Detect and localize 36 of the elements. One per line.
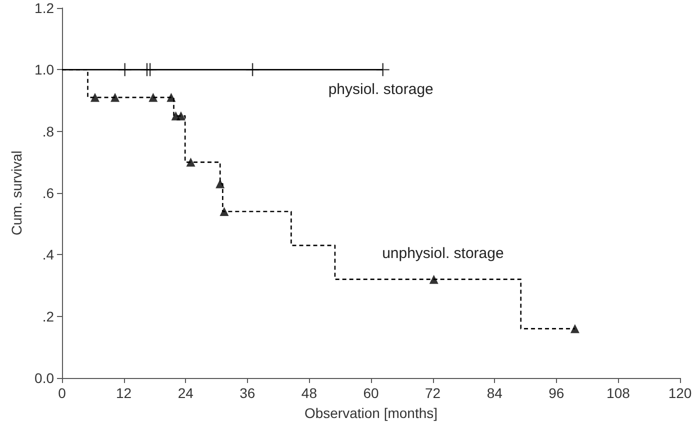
x-tick-label: 48 [301, 385, 318, 401]
x-tick-label: 72 [425, 385, 441, 401]
x-tick-label: 24 [178, 385, 194, 401]
point [186, 158, 196, 167]
point [376, 62, 390, 77]
point [216, 179, 225, 188]
x-tick-label: 96 [548, 385, 564, 401]
y-tick-label: 1.0 [34, 62, 54, 78]
point [166, 92, 176, 102]
point [110, 92, 120, 102]
point [570, 324, 580, 334]
y-axis-title: Cum. survival [8, 150, 25, 236]
y-tick-label: 1.2 [34, 0, 54, 16]
point [142, 62, 158, 77]
point [118, 62, 132, 77]
x-tick-label: 120 [668, 385, 692, 401]
point [90, 92, 100, 102]
y-tick-label: 0.0 [34, 370, 54, 386]
point [148, 92, 158, 102]
x-tick-label: 60 [363, 385, 379, 401]
point [429, 274, 438, 284]
point [220, 207, 229, 216]
series-label: physiol. storage [328, 81, 434, 98]
y-tick-label: .8 [42, 123, 54, 140]
y-tick-label: .4 [42, 246, 54, 263]
y-tick-label: .6 [42, 185, 54, 201]
point [176, 111, 186, 120]
x-tick-label: 36 [240, 385, 256, 401]
point [245, 62, 260, 77]
x-tick-label: 0 [58, 385, 66, 401]
x-tick-label: 12 [116, 385, 132, 401]
x-tick-label: 108 [606, 385, 630, 401]
x-axis-title: Observation [months] [304, 405, 438, 421]
y-tick-label: .2 [42, 308, 54, 324]
x-tick-label: 84 [486, 385, 503, 401]
series-label: unphysiol. storage [382, 245, 504, 262]
